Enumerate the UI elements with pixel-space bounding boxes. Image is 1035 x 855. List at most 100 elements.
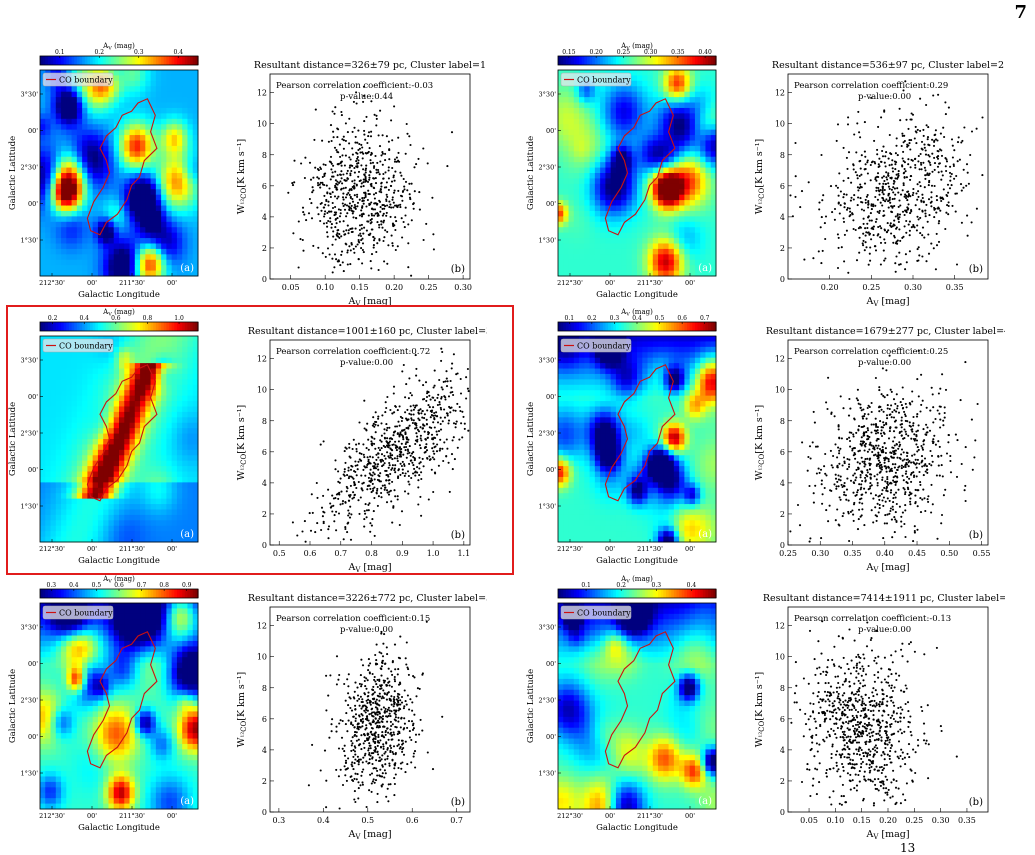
scatter-point — [363, 227, 365, 229]
heatmap-cell — [590, 135, 596, 141]
heatmap-cell — [93, 455, 99, 461]
heatmap-cell — [695, 178, 701, 184]
heatmap-cell — [156, 178, 162, 184]
heatmap-cell — [151, 477, 157, 483]
scatter-point — [877, 199, 879, 201]
heatmap-cell — [108, 184, 114, 190]
scatter-point — [820, 262, 822, 264]
heatmap-cell — [166, 260, 172, 266]
heatmap-cell — [156, 385, 162, 391]
heatmap-cell — [135, 509, 141, 515]
scatter-point — [925, 215, 927, 217]
heatmap-cell — [45, 119, 51, 125]
heatmap-cell — [72, 515, 78, 521]
scatter-point — [937, 150, 939, 152]
heatmap-cell — [679, 108, 685, 114]
colorbar-tick-label: 0.3 — [134, 49, 144, 56]
heatmap-cell — [124, 417, 130, 423]
heatmap-cell — [45, 385, 51, 391]
heatmap-cell — [124, 341, 130, 347]
scatter-point — [335, 238, 337, 240]
heatmap-cell — [695, 108, 701, 114]
scatter-point — [856, 259, 858, 261]
scatter-point — [413, 208, 415, 210]
heatmap-cell — [51, 157, 57, 163]
heatmap-cell — [690, 157, 696, 163]
heatmap-cell — [61, 531, 67, 537]
heatmap-cell — [648, 216, 654, 222]
heatmap-cell — [119, 249, 125, 255]
scatter-point — [329, 221, 331, 223]
heatmap-cell — [87, 509, 93, 515]
heatmap-cell — [119, 162, 125, 168]
heatmap-cell — [77, 412, 83, 418]
heatmap-cell — [695, 222, 701, 228]
heatmap-cell — [103, 86, 109, 92]
heatmap-cell — [590, 113, 596, 119]
heatmap-cell — [674, 195, 680, 201]
heatmap-cell — [108, 417, 114, 423]
heatmap-cell — [130, 509, 136, 515]
heatmap-cell — [40, 260, 46, 266]
heatmap-cell — [40, 450, 46, 456]
heatmap-cell — [87, 140, 93, 146]
y-tick-label: 6 — [262, 182, 267, 191]
heatmap-cell — [637, 211, 643, 217]
scatter-point — [878, 194, 880, 196]
heatmap-cell — [61, 450, 67, 456]
heatmap-cell — [569, 249, 575, 255]
heatmap-cell — [595, 108, 601, 114]
scatter-point — [341, 114, 343, 116]
heatmap-cell — [135, 92, 141, 98]
scatter-point — [892, 186, 894, 188]
heatmap-cell — [166, 211, 172, 217]
heatmap-cell — [156, 472, 162, 478]
heatmap-cell — [166, 520, 172, 526]
scatter-point — [336, 197, 338, 199]
scatter-point — [882, 199, 884, 201]
heatmap-cell — [653, 206, 659, 212]
scatter-point — [372, 162, 374, 164]
heatmap-cell — [177, 243, 183, 249]
scatter-point — [394, 190, 396, 192]
x-tick-label: 0.20 — [385, 283, 403, 292]
heatmap-cell — [135, 482, 141, 488]
heatmap-cell — [558, 243, 564, 249]
heatmap-cell — [72, 374, 78, 380]
heatmap-cell — [66, 412, 72, 418]
heatmap-cell — [156, 70, 162, 76]
scatter-point — [299, 238, 301, 240]
heatmap-cell — [130, 493, 136, 499]
scatter-point — [406, 189, 408, 191]
heatmap-cell — [663, 189, 669, 195]
heatmap-cell — [61, 92, 67, 98]
heatmap-cell — [145, 385, 151, 391]
scatter-point — [338, 163, 340, 165]
heatmap-cell — [114, 265, 120, 271]
heatmap-cell — [56, 206, 62, 212]
heatmap-cell — [156, 254, 162, 260]
heatmap-cell — [172, 200, 178, 206]
heatmap-cell — [611, 162, 617, 168]
heatmap-cell — [124, 249, 130, 255]
colorbar-tick-label: 0.4 — [79, 315, 89, 322]
heatmap-cell — [584, 211, 590, 217]
heatmap-cell — [130, 417, 136, 423]
heatmap-cell — [103, 189, 109, 195]
heatmap-cell — [600, 254, 606, 260]
heatmap-cell — [87, 504, 93, 510]
heatmap-cell — [114, 412, 120, 418]
heatmap-cell — [684, 108, 690, 114]
y-tick-label: 1°30' — [539, 237, 557, 245]
scatter-point — [920, 162, 922, 164]
heatmap-cell — [77, 488, 83, 494]
scatter-point — [346, 212, 348, 214]
scatter-point — [859, 237, 861, 239]
heatmap-cell — [151, 70, 157, 76]
scatter-point — [865, 241, 867, 243]
heatmap-cell — [658, 124, 664, 130]
scatter-point — [366, 230, 368, 232]
scatter-point — [337, 128, 339, 130]
heatmap-cell — [145, 341, 151, 347]
scatter-point — [352, 216, 354, 218]
